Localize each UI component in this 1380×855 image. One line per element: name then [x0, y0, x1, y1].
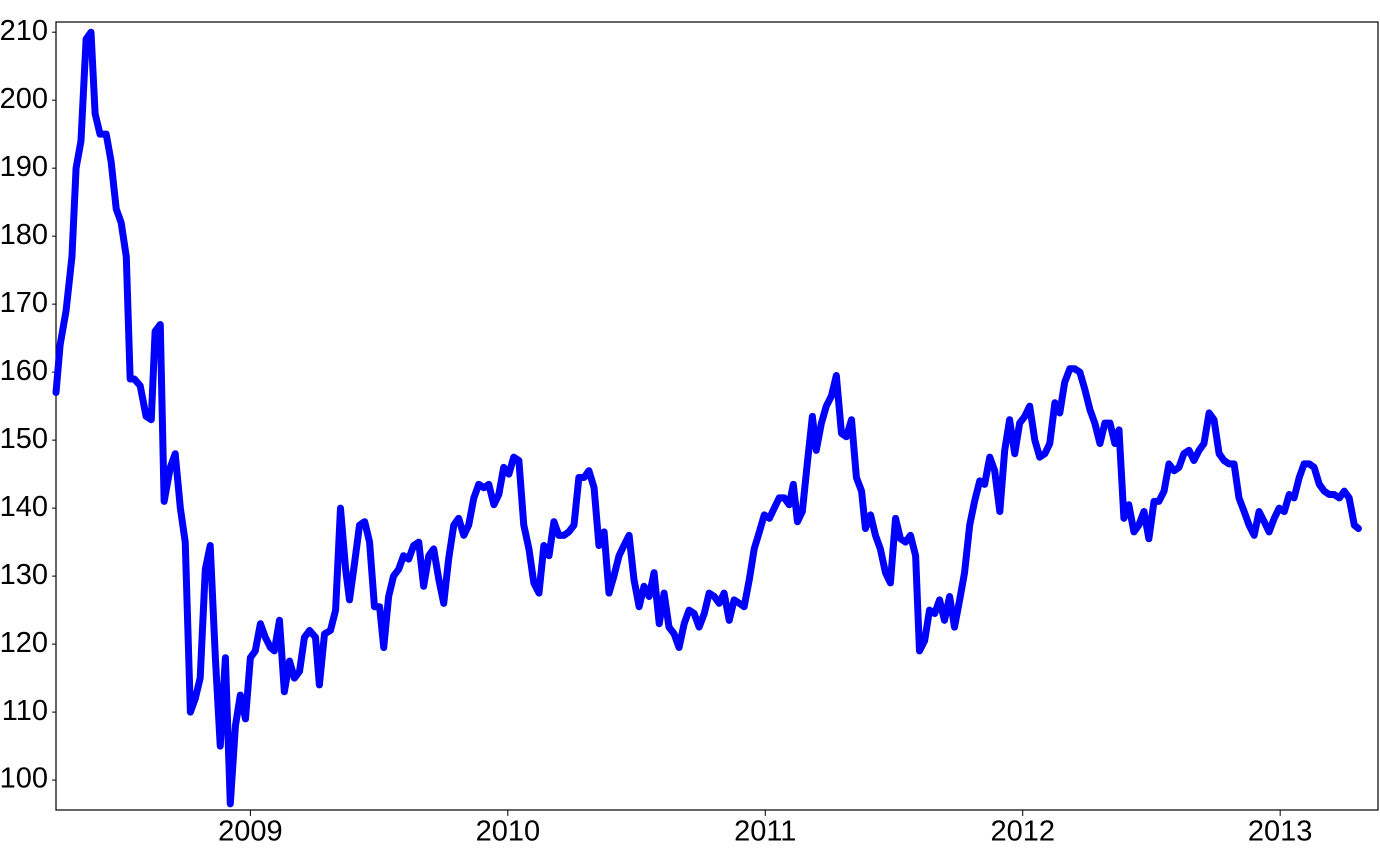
x-tick-label: 2010: [476, 816, 541, 848]
y-tick-label: 200: [0, 83, 48, 115]
y-tick-label: 160: [0, 355, 48, 387]
line-series: [52, 28, 1362, 808]
y-tick-label: 100: [0, 763, 48, 795]
x-tick-label: 2009: [218, 816, 283, 848]
y-tick-label: 150: [0, 423, 48, 455]
y-tick-label: 110: [2, 695, 48, 727]
y-tick-label: 120: [0, 627, 48, 659]
y-tick-label: 190: [0, 151, 48, 183]
x-tick-label: 2013: [1248, 816, 1313, 848]
x-tick-label: 2011: [734, 816, 796, 848]
y-tick-label: 170: [0, 287, 48, 319]
x-tick-label: 2012: [990, 816, 1055, 848]
y-tick-label: 130: [0, 559, 48, 591]
y-tick-label: 210: [0, 15, 48, 47]
y-tick-label: 140: [0, 491, 48, 523]
plot-frame: [55, 21, 1379, 811]
y-tick-label: 180: [0, 219, 48, 251]
